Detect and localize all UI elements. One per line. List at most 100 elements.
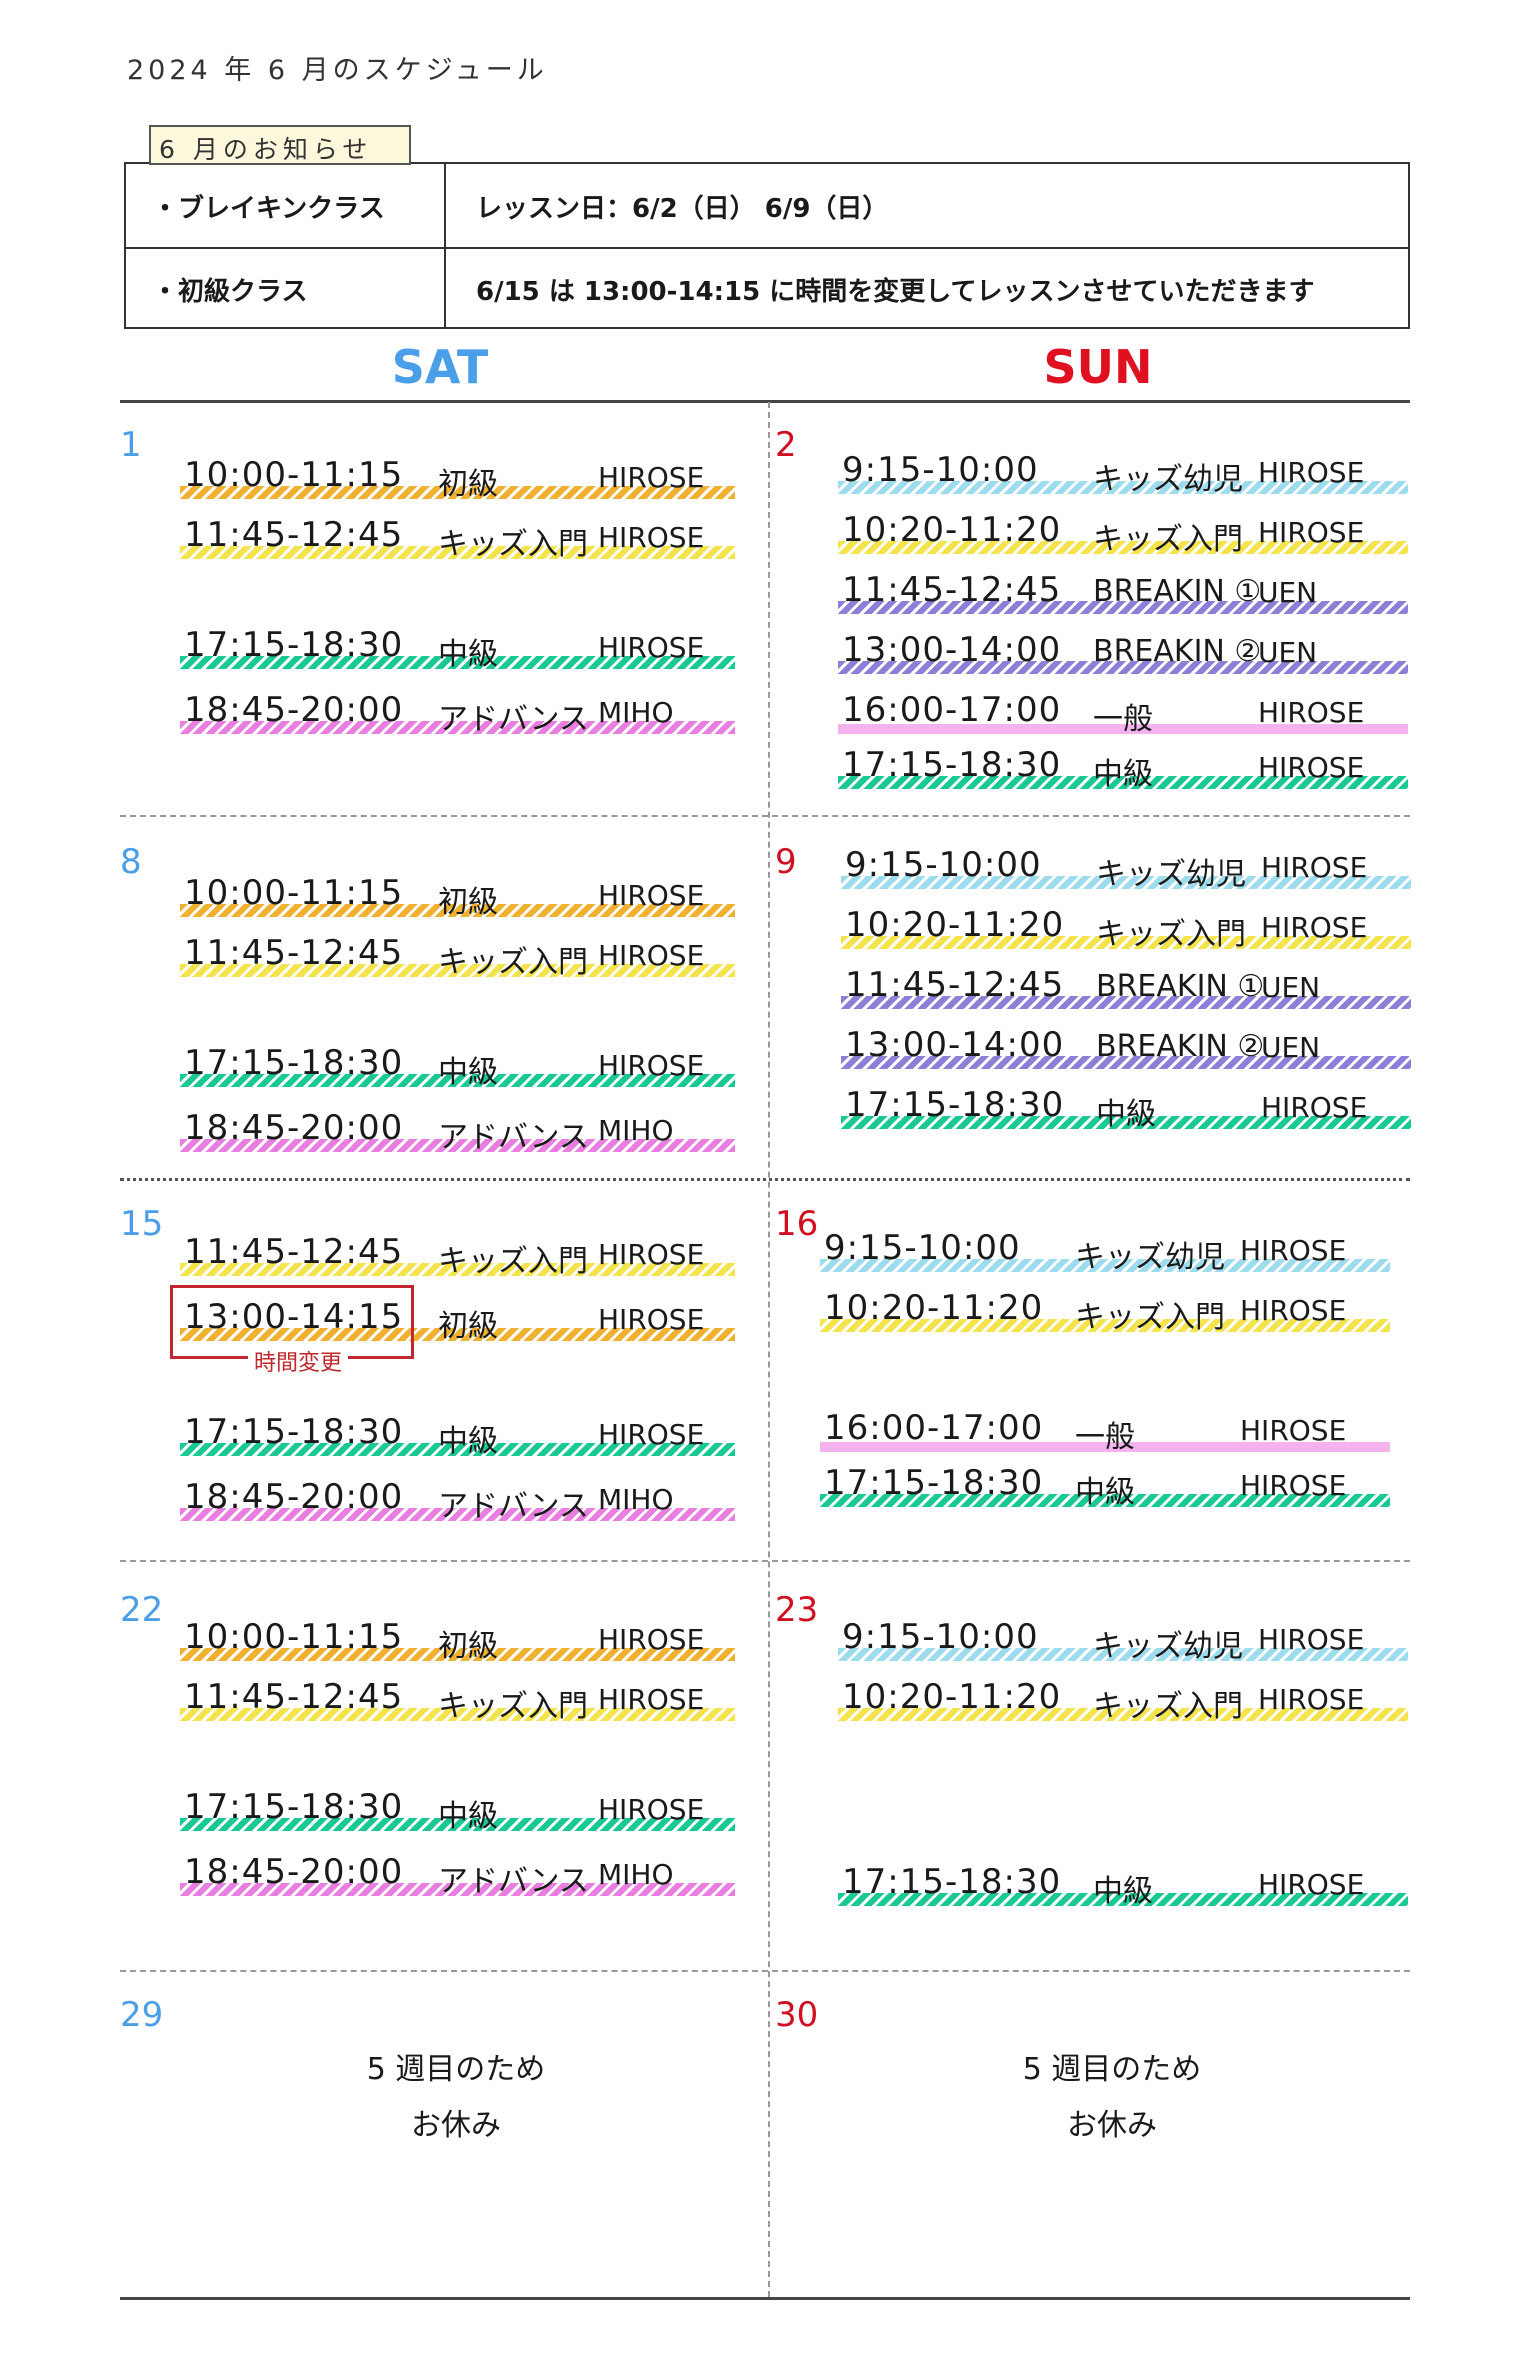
lesson-time: 18:45-20:00 bbox=[184, 1108, 404, 1148]
header-rule bbox=[120, 400, 1410, 403]
class-highlight-bar bbox=[820, 1259, 1390, 1272]
lesson-row: 17:15-18:30 中級 HIROSE bbox=[180, 1412, 735, 1459]
lesson-class: キッズ幼児 bbox=[1096, 857, 1246, 892]
lesson-instructor: HIROSE bbox=[1258, 1683, 1365, 1716]
class-highlight-bar bbox=[180, 721, 735, 734]
lesson-row: 18:45-20:00 アドバンス MIHO bbox=[180, 1108, 735, 1155]
sunday-date: 2 bbox=[775, 425, 797, 465]
lesson-row: 11:45-12:45 キッズ入門 HIROSE bbox=[180, 1232, 735, 1279]
class-highlight-bar bbox=[180, 1508, 735, 1521]
lesson-row: 9:15-10:00 キッズ幼児 HIROSE bbox=[838, 450, 1408, 497]
lesson-row: 10:20-11:20 キッズ入門 HIROSE bbox=[841, 905, 1411, 952]
lesson-class: 中級 bbox=[1093, 757, 1153, 792]
lesson-time: 11:45-12:45 bbox=[184, 1677, 404, 1717]
lesson-time: 17:15-18:30 bbox=[184, 1787, 404, 1827]
lesson-time: 10:20-11:20 bbox=[845, 905, 1065, 945]
lesson-row: 10:20-11:20 キッズ入門 HIROSE bbox=[838, 510, 1408, 557]
lesson-class: アドバンス bbox=[438, 1120, 589, 1155]
closed-line: 5 週目のため bbox=[366, 2052, 546, 2087]
class-highlight-bar bbox=[841, 996, 1411, 1009]
lesson-row: 11:45-12:45 BREAKIN ① UEN bbox=[838, 570, 1408, 614]
lesson-time: 10:00-11:15 bbox=[184, 1617, 404, 1657]
lesson-class: 初級 bbox=[438, 467, 498, 502]
lesson-class: キッズ入門 bbox=[438, 1689, 588, 1724]
class-highlight-bar bbox=[838, 724, 1408, 734]
lesson-class: 中級 bbox=[438, 1055, 498, 1090]
class-highlight-bar bbox=[820, 1319, 1390, 1332]
lesson-time: 11:45-12:45 bbox=[184, 1232, 404, 1272]
lesson-instructor: HIROSE bbox=[598, 1238, 705, 1271]
notice-row: ・ブレイキンクラス レッスン日：6/2（日） 6/9（日） bbox=[126, 164, 1408, 249]
lesson-instructor: HIROSE bbox=[1258, 1868, 1365, 1901]
lesson-row: 18:45-20:00 アドバンス MIHO bbox=[180, 690, 735, 737]
class-highlight-bar bbox=[841, 1056, 1411, 1069]
bottom-rule bbox=[120, 2297, 1410, 2300]
lesson-class: 初級 bbox=[438, 1629, 498, 1664]
lesson-instructor: HIROSE bbox=[598, 1418, 705, 1451]
lesson-instructor: UEN bbox=[1258, 576, 1318, 609]
notice-text: レッスン日：6/2（日） 6/9（日） bbox=[476, 194, 889, 224]
lesson-class: キッズ入門 bbox=[1096, 917, 1246, 952]
lesson-row: 10:00-11:15 初級 HIROSE bbox=[180, 455, 735, 502]
lesson-time: 11:45-12:45 bbox=[184, 933, 404, 973]
lesson-row: 13:00-14:15 初級 HIROSE bbox=[180, 1297, 735, 1344]
lesson-class: BREAKIN ① bbox=[1093, 574, 1262, 609]
lesson-time: 10:20-11:20 bbox=[842, 1677, 1062, 1717]
page-title: 2024 年 6 月のスケジュール bbox=[127, 55, 548, 86]
lesson-instructor: HIROSE bbox=[598, 879, 705, 912]
lesson-instructor: MIHO bbox=[598, 1483, 674, 1516]
lesson-row: 13:00-14:00 BREAKIN ② UEN bbox=[838, 630, 1408, 674]
lesson-class: アドバンス bbox=[438, 1489, 589, 1524]
lesson-time: 10:20-11:20 bbox=[824, 1288, 1044, 1328]
class-highlight-bar bbox=[180, 656, 735, 669]
lesson-class: キッズ入門 bbox=[1093, 522, 1243, 557]
class-highlight-bar bbox=[180, 1443, 735, 1456]
lesson-class: キッズ幼児 bbox=[1093, 462, 1243, 497]
lesson-instructor: HIROSE bbox=[1258, 696, 1365, 729]
lesson-instructor: HIROSE bbox=[598, 1683, 705, 1716]
lesson-time: 10:00-11:15 bbox=[184, 455, 404, 495]
notice-row: ・初級クラス 6/15 は 13:00-14:15 に時間を変更してレッスンさせ… bbox=[126, 247, 1408, 330]
lesson-time: 16:00-17:00 bbox=[842, 690, 1062, 730]
lesson-time: 18:45-20:00 bbox=[184, 1477, 404, 1517]
lesson-class: キッズ幼児 bbox=[1093, 1629, 1243, 1664]
lesson-class: 中級 bbox=[438, 1424, 498, 1459]
saturday-date: 15 bbox=[120, 1204, 164, 1244]
notice-table: ・ブレイキンクラス レッスン日：6/2（日） 6/9（日） ・初級クラス 6/1… bbox=[124, 162, 1410, 329]
lesson-time: 18:45-20:00 bbox=[184, 1852, 404, 1892]
lesson-row: 9:15-10:00 キッズ幼児 HIROSE bbox=[841, 845, 1411, 892]
lesson-class: キッズ入門 bbox=[1075, 1300, 1225, 1335]
class-highlight-bar bbox=[841, 876, 1411, 889]
lesson-row: 11:45-12:45 キッズ入門 HIROSE bbox=[180, 1677, 735, 1724]
lesson-row: 10:00-11:15 初級 HIROSE bbox=[180, 873, 735, 920]
lesson-row: 17:15-18:30 中級 HIROSE bbox=[820, 1463, 1390, 1510]
week-divider bbox=[120, 1560, 1410, 1562]
lesson-row: 17:15-18:30 中級 HIROSE bbox=[180, 625, 735, 672]
class-highlight-bar bbox=[820, 1442, 1390, 1452]
lesson-row: 9:15-10:00 キッズ幼児 HIROSE bbox=[820, 1228, 1390, 1275]
lesson-time: 17:15-18:30 bbox=[842, 1862, 1062, 1902]
lesson-row: 16:00-17:00 一般 HIROSE bbox=[838, 690, 1408, 737]
lesson-row: 18:45-20:00 アドバンス MIHO bbox=[180, 1852, 735, 1899]
lesson-time: 17:15-18:30 bbox=[184, 625, 404, 665]
lesson-class: 中級 bbox=[1096, 1097, 1156, 1132]
lesson-row: 17:15-18:30 中級 HIROSE bbox=[838, 1862, 1408, 1909]
lesson-row: 10:00-11:15 初級 HIROSE bbox=[180, 1617, 735, 1664]
lesson-instructor: HIROSE bbox=[1240, 1469, 1347, 1502]
lesson-class: 一般 bbox=[1075, 1420, 1135, 1455]
week-divider bbox=[120, 815, 1410, 817]
lesson-time: 11:45-12:45 bbox=[184, 515, 404, 555]
lesson-class: 初級 bbox=[438, 885, 498, 920]
saturday-date: 1 bbox=[120, 425, 142, 465]
lesson-class: 一般 bbox=[1093, 702, 1153, 737]
lesson-class: 中級 bbox=[1075, 1475, 1135, 1510]
lesson-row: 9:15-10:00 キッズ幼児 HIROSE bbox=[838, 1617, 1408, 1664]
lesson-instructor: HIROSE bbox=[598, 939, 705, 972]
lesson-instructor: HIROSE bbox=[598, 1793, 705, 1826]
lesson-row: 10:20-11:20 キッズ入門 HIROSE bbox=[820, 1288, 1390, 1335]
lesson-row: 10:20-11:20 キッズ入門 HIROSE bbox=[838, 1677, 1408, 1724]
closed-notice: 5 週目のため お休み bbox=[912, 2042, 1312, 2154]
closed-line: 5 週目のため bbox=[1022, 2052, 1202, 2087]
lesson-instructor: HIROSE bbox=[1240, 1234, 1347, 1267]
class-highlight-bar bbox=[180, 904, 735, 917]
